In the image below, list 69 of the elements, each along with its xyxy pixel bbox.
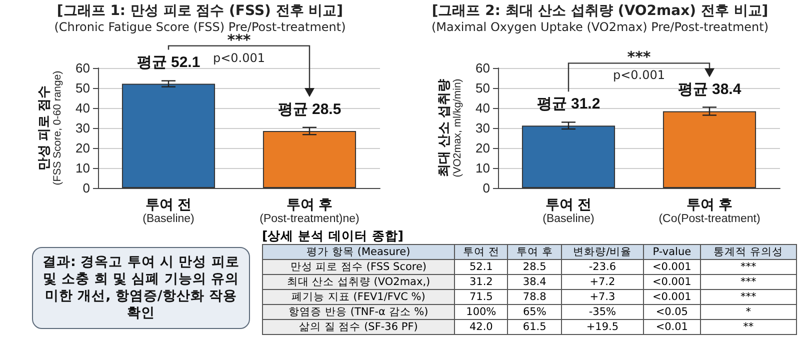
y-tick-label: 60 bbox=[76, 60, 90, 76]
y-tick-label: 40 bbox=[76, 100, 90, 116]
text: 42.0 bbox=[469, 320, 493, 332]
y-tick-label: 40 bbox=[476, 100, 490, 116]
text: *** bbox=[740, 276, 756, 288]
text: 65% bbox=[522, 306, 546, 318]
y-tick-label: 20 bbox=[476, 140, 490, 156]
y-tick-label: 60 bbox=[476, 60, 490, 76]
y-axis-title: 만성 피로 점수 (FSS Score, 0-60 range) bbox=[36, 70, 64, 186]
data-label: 평균 38.4 bbox=[678, 81, 742, 98]
text: <0.05 bbox=[656, 306, 688, 318]
text: p<0.001 bbox=[212, 50, 266, 65]
y-tick-label: 20 bbox=[76, 140, 90, 156]
chart-title: [그래프 1: 만성 피로 점수 (FSS) 전후 비교] bbox=[56, 2, 344, 20]
y-tick-label: 10 bbox=[476, 160, 490, 176]
text: [상세 분석 데이터 종합] bbox=[262, 228, 404, 243]
category-label: 폐기능 지표 (FEV1/FVC %) bbox=[292, 290, 426, 302]
category-label: 통계적 유의성 bbox=[700, 244, 796, 260]
y-tick-label: 0 bbox=[82, 180, 90, 196]
text: -23.6 bbox=[588, 260, 616, 272]
data-label: 평균 31.2 bbox=[536, 96, 600, 113]
text: +19.5 bbox=[586, 320, 619, 332]
text: 100% bbox=[466, 306, 496, 318]
data-label: 평균 28.5 bbox=[278, 101, 342, 118]
text: 결과: 경옥고 투여 시 만성 피로 및 소충 희 및 심폐 기능의 유의미한 개선, 항염증/항산화 작용 확인 bbox=[32, 247, 250, 329]
category-label: P-value bbox=[644, 244, 700, 260]
text: *** bbox=[740, 260, 756, 272]
text: -35% bbox=[588, 306, 616, 318]
x-tick-label: 투여 전 (Baseline) bbox=[142, 196, 195, 225]
text: 71.5 bbox=[469, 290, 493, 302]
text: *** bbox=[740, 290, 756, 302]
text: 31.2 bbox=[469, 276, 493, 288]
data-label: 평균 52.1 bbox=[136, 54, 200, 71]
text: <0.001 bbox=[652, 276, 692, 288]
category-label: 평가 항목 (Measure) bbox=[262, 244, 454, 260]
text: *** bbox=[627, 48, 651, 66]
category-label: 만성 피로 점수 (FSS Score) bbox=[290, 260, 427, 272]
y-tick-label: 50 bbox=[76, 80, 90, 96]
text: 28.5 bbox=[522, 260, 546, 272]
category-label: 항염증 반응 (TNF-α 감소 %) bbox=[288, 306, 428, 318]
x-tick-label: 투여 후 (Post-treatment)ne) bbox=[260, 196, 360, 225]
y-tick-label: 50 bbox=[476, 80, 490, 96]
y-tick-label: 0 bbox=[482, 180, 490, 196]
text: <0.001 bbox=[652, 290, 692, 302]
chart-subtitle: (Chronic Fatigue Score (FSS) Pre/Post-treatment) bbox=[53, 20, 347, 34]
text: +7.3 bbox=[590, 290, 616, 302]
category-label: 변화량/비율 bbox=[561, 244, 644, 260]
text: 38.4 bbox=[522, 276, 546, 288]
x-tick-label: 투여 전 (Baseline) bbox=[542, 196, 595, 225]
text: 61.5 bbox=[522, 320, 546, 332]
chart-title: [그래프 2: 최대 산소 섭취량 (VO2max) 전후 비교] bbox=[430, 2, 770, 20]
category-label: 삶의 질 점수 (SF-36 PF) bbox=[299, 320, 418, 332]
chart-subtitle: (Maximal Oxygen Uptake (VO2max) Pre/Post-treatment) bbox=[430, 20, 770, 34]
category-label: 투여 후 bbox=[508, 244, 562, 260]
text: +7.2 bbox=[590, 276, 616, 288]
text: 78.8 bbox=[522, 290, 546, 302]
text: <0.001 bbox=[652, 260, 692, 272]
text: ** bbox=[743, 320, 754, 332]
x-tick-label: 투여 후 (Co(Post-treatment) bbox=[658, 196, 760, 225]
text: 52.1 bbox=[469, 260, 493, 272]
category-label: 최대 산소 섭취량 (VO2max,) bbox=[286, 276, 430, 288]
text: * bbox=[746, 306, 752, 318]
y-tick-label: 10 bbox=[76, 160, 90, 176]
y-axis-title: 최대 산소 섭취량 (VO2max, ml/kg/min) bbox=[436, 78, 464, 178]
y-tick-label: 30 bbox=[76, 120, 90, 136]
annotation: p<0.001 bbox=[612, 68, 666, 82]
category-label: 투여 전 bbox=[454, 244, 508, 260]
y-tick-label: 30 bbox=[476, 120, 490, 136]
text: <0.01 bbox=[656, 320, 688, 332]
